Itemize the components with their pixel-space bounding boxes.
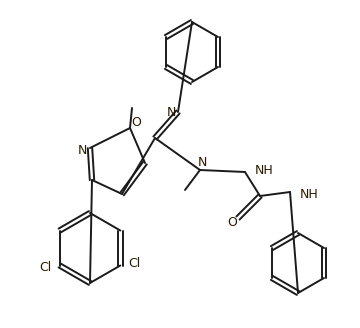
Text: Cl: Cl <box>128 257 140 270</box>
Text: NH: NH <box>255 163 274 176</box>
Text: O: O <box>131 116 141 130</box>
Text: NH: NH <box>300 188 319 200</box>
Text: N: N <box>77 144 87 156</box>
Text: O: O <box>227 216 237 230</box>
Text: N: N <box>166 107 176 119</box>
Text: Cl: Cl <box>40 261 52 274</box>
Text: N: N <box>197 156 207 170</box>
